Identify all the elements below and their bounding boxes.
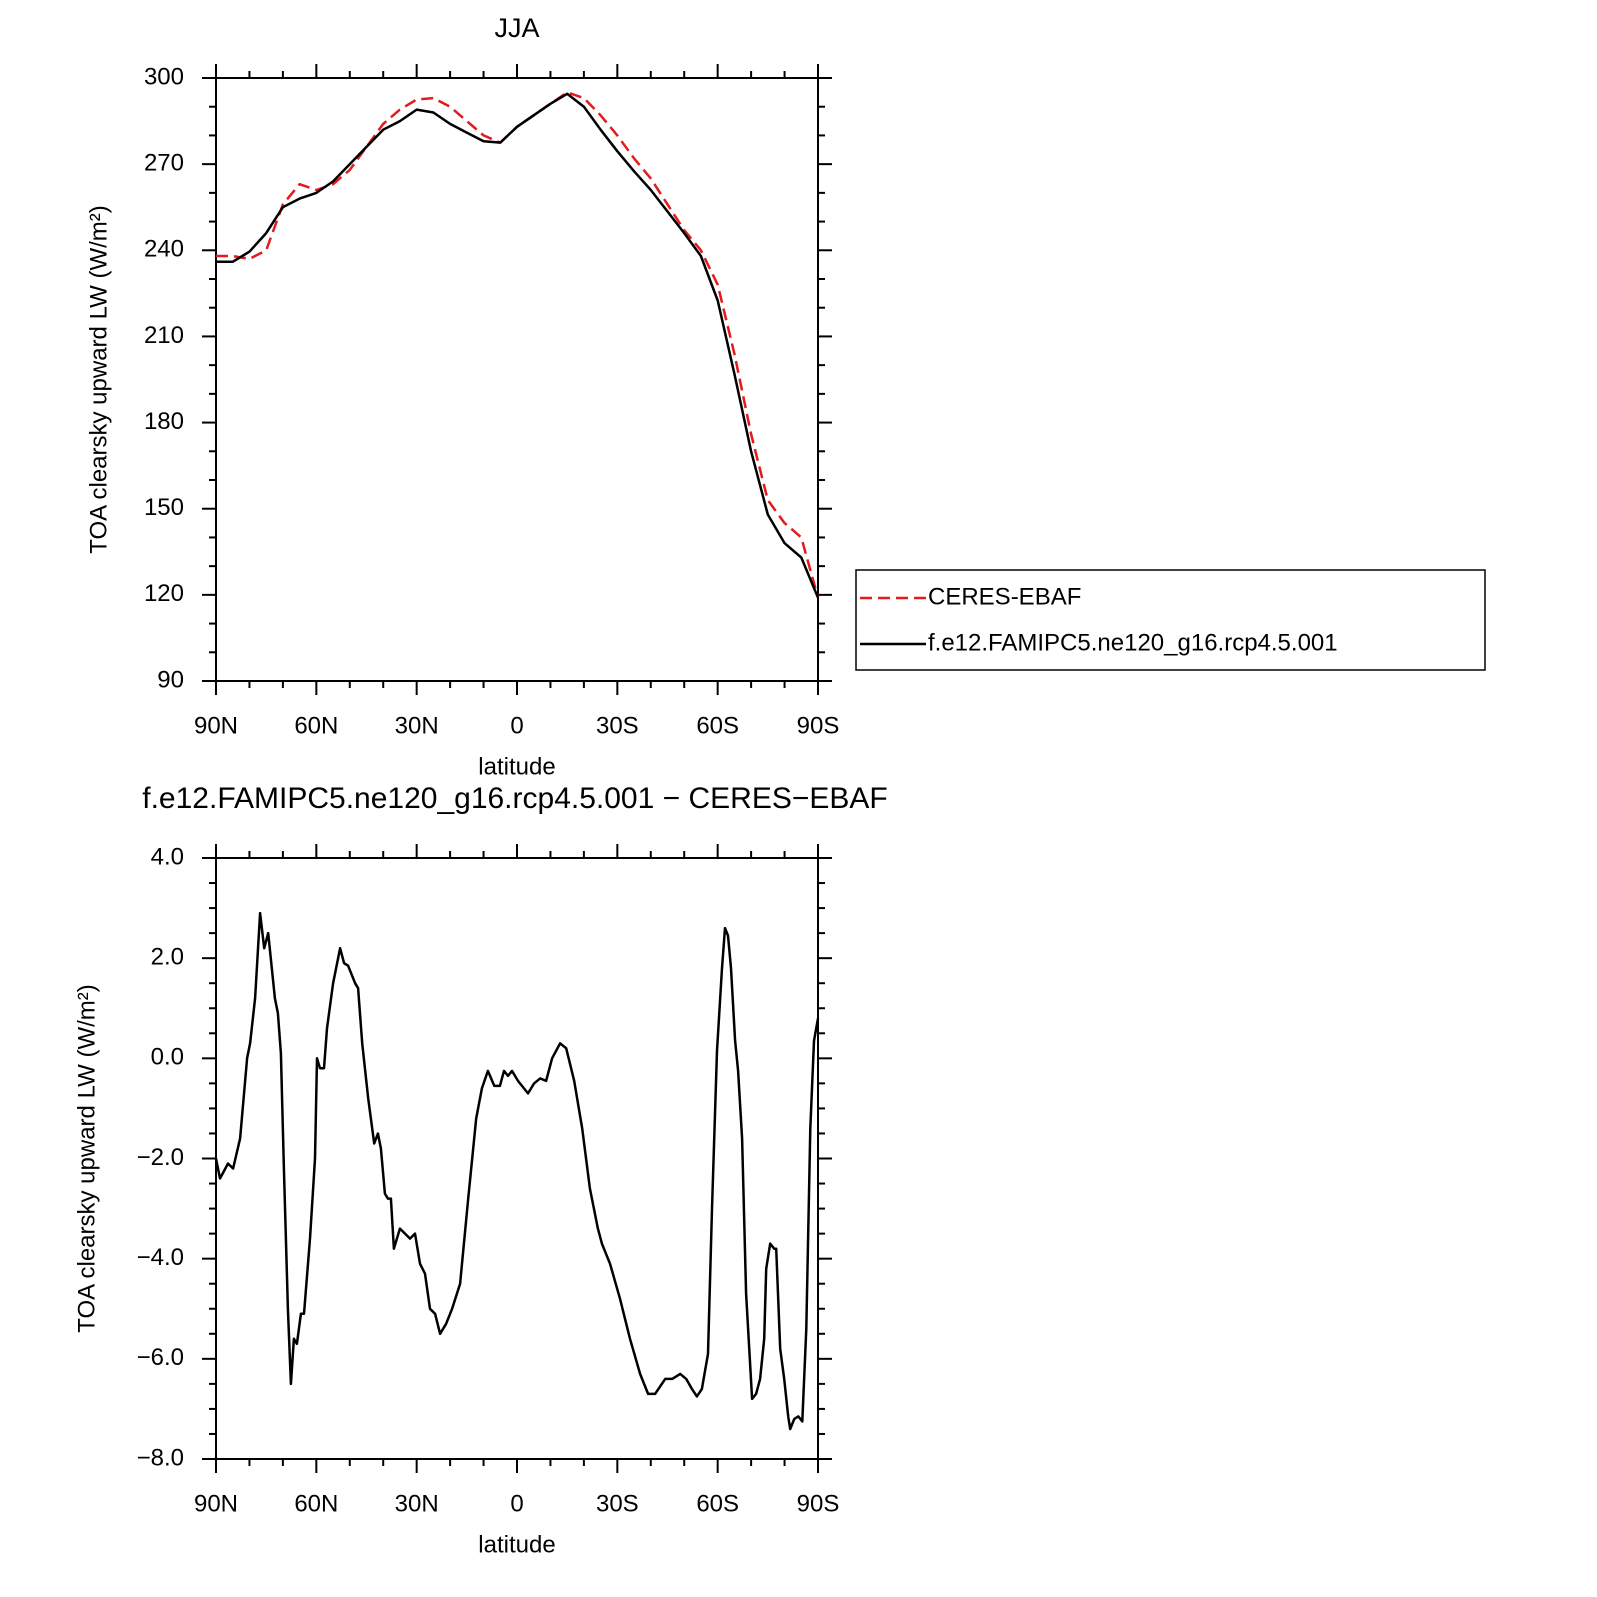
y-tick-label: 180 [144, 408, 184, 435]
y-tick-label: 4.0 [151, 843, 184, 870]
y-tick-label: −2.0 [137, 1144, 184, 1171]
x-tick-label: 60S [696, 1490, 739, 1517]
x-axis-label: latitude [478, 753, 555, 780]
y-tick-label: 2.0 [151, 944, 184, 971]
y-tick-label: 0.0 [151, 1044, 184, 1071]
x-tick-label: 30S [596, 1490, 639, 1517]
y-tick-label: 120 [144, 580, 184, 607]
x-tick-label: 90S [797, 712, 840, 739]
y-tick-label: 300 [144, 63, 184, 90]
data-line [214, 911, 820, 1431]
y-tick-label: −4.0 [137, 1244, 184, 1271]
y-tick-label: −6.0 [137, 1344, 184, 1371]
legend-label: CERES-EBAF [928, 583, 1081, 610]
x-tick-label: 60N [294, 712, 338, 739]
x-tick-label: 0 [510, 1490, 523, 1517]
x-tick-label: 0 [510, 712, 523, 739]
x-tick-label: 90N [194, 1490, 238, 1517]
y-tick-label: 240 [144, 236, 184, 263]
y-tick-label: 150 [144, 494, 184, 521]
x-tick-label: 30S [596, 712, 639, 739]
x-axis-label: latitude [478, 1531, 555, 1558]
x-tick-label: 60S [696, 712, 739, 739]
chart-title: f.e12.FAMIPC5.ne120_g16.rcp4.5.001 − CER… [142, 782, 887, 815]
y-tick-label: 270 [144, 149, 184, 176]
x-tick-label: 30N [395, 1490, 439, 1517]
x-tick-label: 60N [294, 1490, 338, 1517]
plot-frame [215, 77, 819, 682]
y-axis-label: TOA clearsky upward LW (W/m²) [73, 984, 100, 1333]
y-tick-label: −8.0 [137, 1444, 184, 1471]
plot-frame [215, 857, 819, 1460]
x-tick-label: 90S [797, 1490, 840, 1517]
y-axis-label: TOA clearsky upward LW (W/m²) [85, 205, 112, 554]
x-tick-label: 30N [395, 712, 439, 739]
y-tick-label: 210 [144, 322, 184, 349]
x-tick-label: 90N [194, 712, 238, 739]
legend-box [855, 569, 1486, 671]
y-tick-label: 90 [157, 666, 184, 693]
chart-title: JJA [494, 13, 539, 43]
data-line [216, 92, 820, 599]
legend-label: f.e12.FAMIPC5.ne120_g16.rcp4.5.001 [928, 629, 1338, 656]
